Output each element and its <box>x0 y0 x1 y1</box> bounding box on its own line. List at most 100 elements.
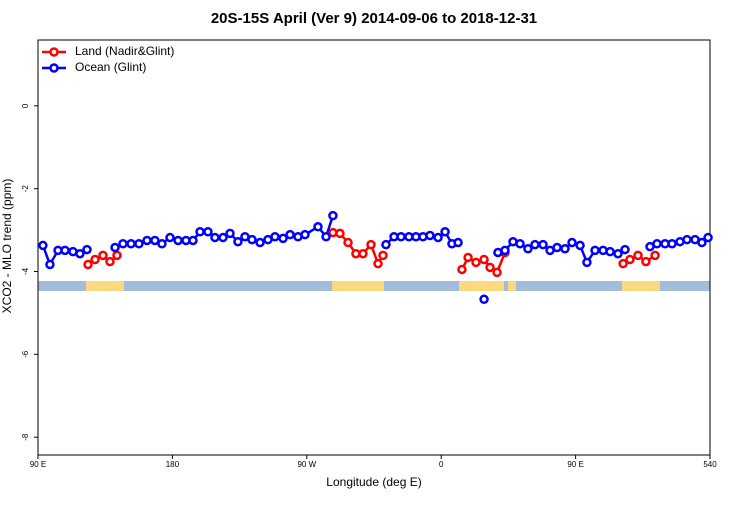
point <box>335 228 345 239</box>
point <box>60 245 70 256</box>
point <box>134 239 144 249</box>
point <box>590 245 600 256</box>
point <box>381 239 391 250</box>
x-axis-label: Longitude (deg E) <box>326 475 421 489</box>
point <box>83 259 93 270</box>
point <box>343 237 353 248</box>
land-patch <box>332 281 384 291</box>
point <box>300 229 310 240</box>
point <box>500 245 510 256</box>
point <box>90 254 100 265</box>
point <box>150 235 160 246</box>
point <box>255 237 265 248</box>
point <box>225 228 235 239</box>
point <box>485 262 495 273</box>
point <box>618 258 628 269</box>
point <box>552 242 562 253</box>
point <box>479 294 489 305</box>
point <box>633 250 643 261</box>
point <box>378 250 388 261</box>
point <box>650 250 660 261</box>
point <box>396 231 406 242</box>
land-patch <box>508 281 516 291</box>
point <box>270 231 280 242</box>
point <box>112 250 122 261</box>
point <box>530 239 540 250</box>
y-tick-label: -6 <box>21 350 30 358</box>
legend-label: Land (Nadir&Glint) <box>75 44 174 58</box>
y-tick-label: -4 <box>21 267 30 275</box>
point <box>278 233 288 244</box>
point <box>157 239 167 249</box>
point <box>210 232 220 243</box>
point <box>38 240 48 251</box>
point <box>313 222 323 232</box>
point <box>463 252 473 263</box>
point <box>366 239 376 250</box>
point <box>457 264 467 275</box>
point <box>321 231 331 242</box>
point <box>440 227 450 237</box>
point <box>75 248 85 259</box>
point <box>479 254 489 265</box>
point <box>126 239 136 249</box>
y-tick-label: -2 <box>21 185 30 193</box>
point <box>118 239 128 249</box>
legend-marker <box>49 63 59 73</box>
point <box>247 234 257 245</box>
point <box>471 257 481 268</box>
point <box>142 235 152 246</box>
land-patch <box>459 281 504 291</box>
point <box>195 227 205 237</box>
land-patch <box>622 281 660 291</box>
point <box>560 243 570 254</box>
point <box>652 239 662 249</box>
point <box>45 259 55 270</box>
x-tick-label: 90 E <box>567 460 583 469</box>
land-mask-band <box>38 281 710 291</box>
x-tick-label: 0 <box>439 460 444 469</box>
point <box>173 235 183 246</box>
y-axis-label: XCO2 - MLO trend (ppm) <box>0 179 14 314</box>
point <box>188 235 198 246</box>
point <box>433 232 443 243</box>
point <box>667 239 677 249</box>
point <box>697 237 707 248</box>
point <box>165 232 175 243</box>
point <box>538 239 548 250</box>
point <box>605 246 615 257</box>
point <box>523 243 533 254</box>
point <box>82 244 92 255</box>
land-patch <box>86 281 124 291</box>
legend-marker <box>49 47 59 57</box>
point <box>425 230 435 241</box>
legend-label: Ocean (Glint) <box>75 60 146 74</box>
point <box>613 248 623 259</box>
point <box>105 256 115 267</box>
point <box>453 237 463 248</box>
point <box>233 236 243 247</box>
point <box>358 248 368 259</box>
point <box>682 234 692 245</box>
x-tick-label: 90 E <box>30 460 46 469</box>
point <box>567 237 577 248</box>
x-tick-label: 90 W <box>297 460 316 469</box>
point <box>285 229 295 240</box>
point <box>620 244 630 255</box>
x-tick-label: 180 <box>166 460 180 469</box>
point <box>98 250 108 261</box>
point <box>328 210 338 221</box>
point <box>641 256 651 267</box>
plot-frame <box>37 39 711 456</box>
point <box>703 232 713 243</box>
y-tick-label: -8 <box>21 433 30 441</box>
point <box>625 254 635 265</box>
point <box>203 227 213 237</box>
point <box>492 267 502 278</box>
point <box>218 232 228 243</box>
y-tick-label: 0 <box>21 103 30 108</box>
point <box>575 240 585 251</box>
x-tick-label: 540 <box>703 460 717 469</box>
